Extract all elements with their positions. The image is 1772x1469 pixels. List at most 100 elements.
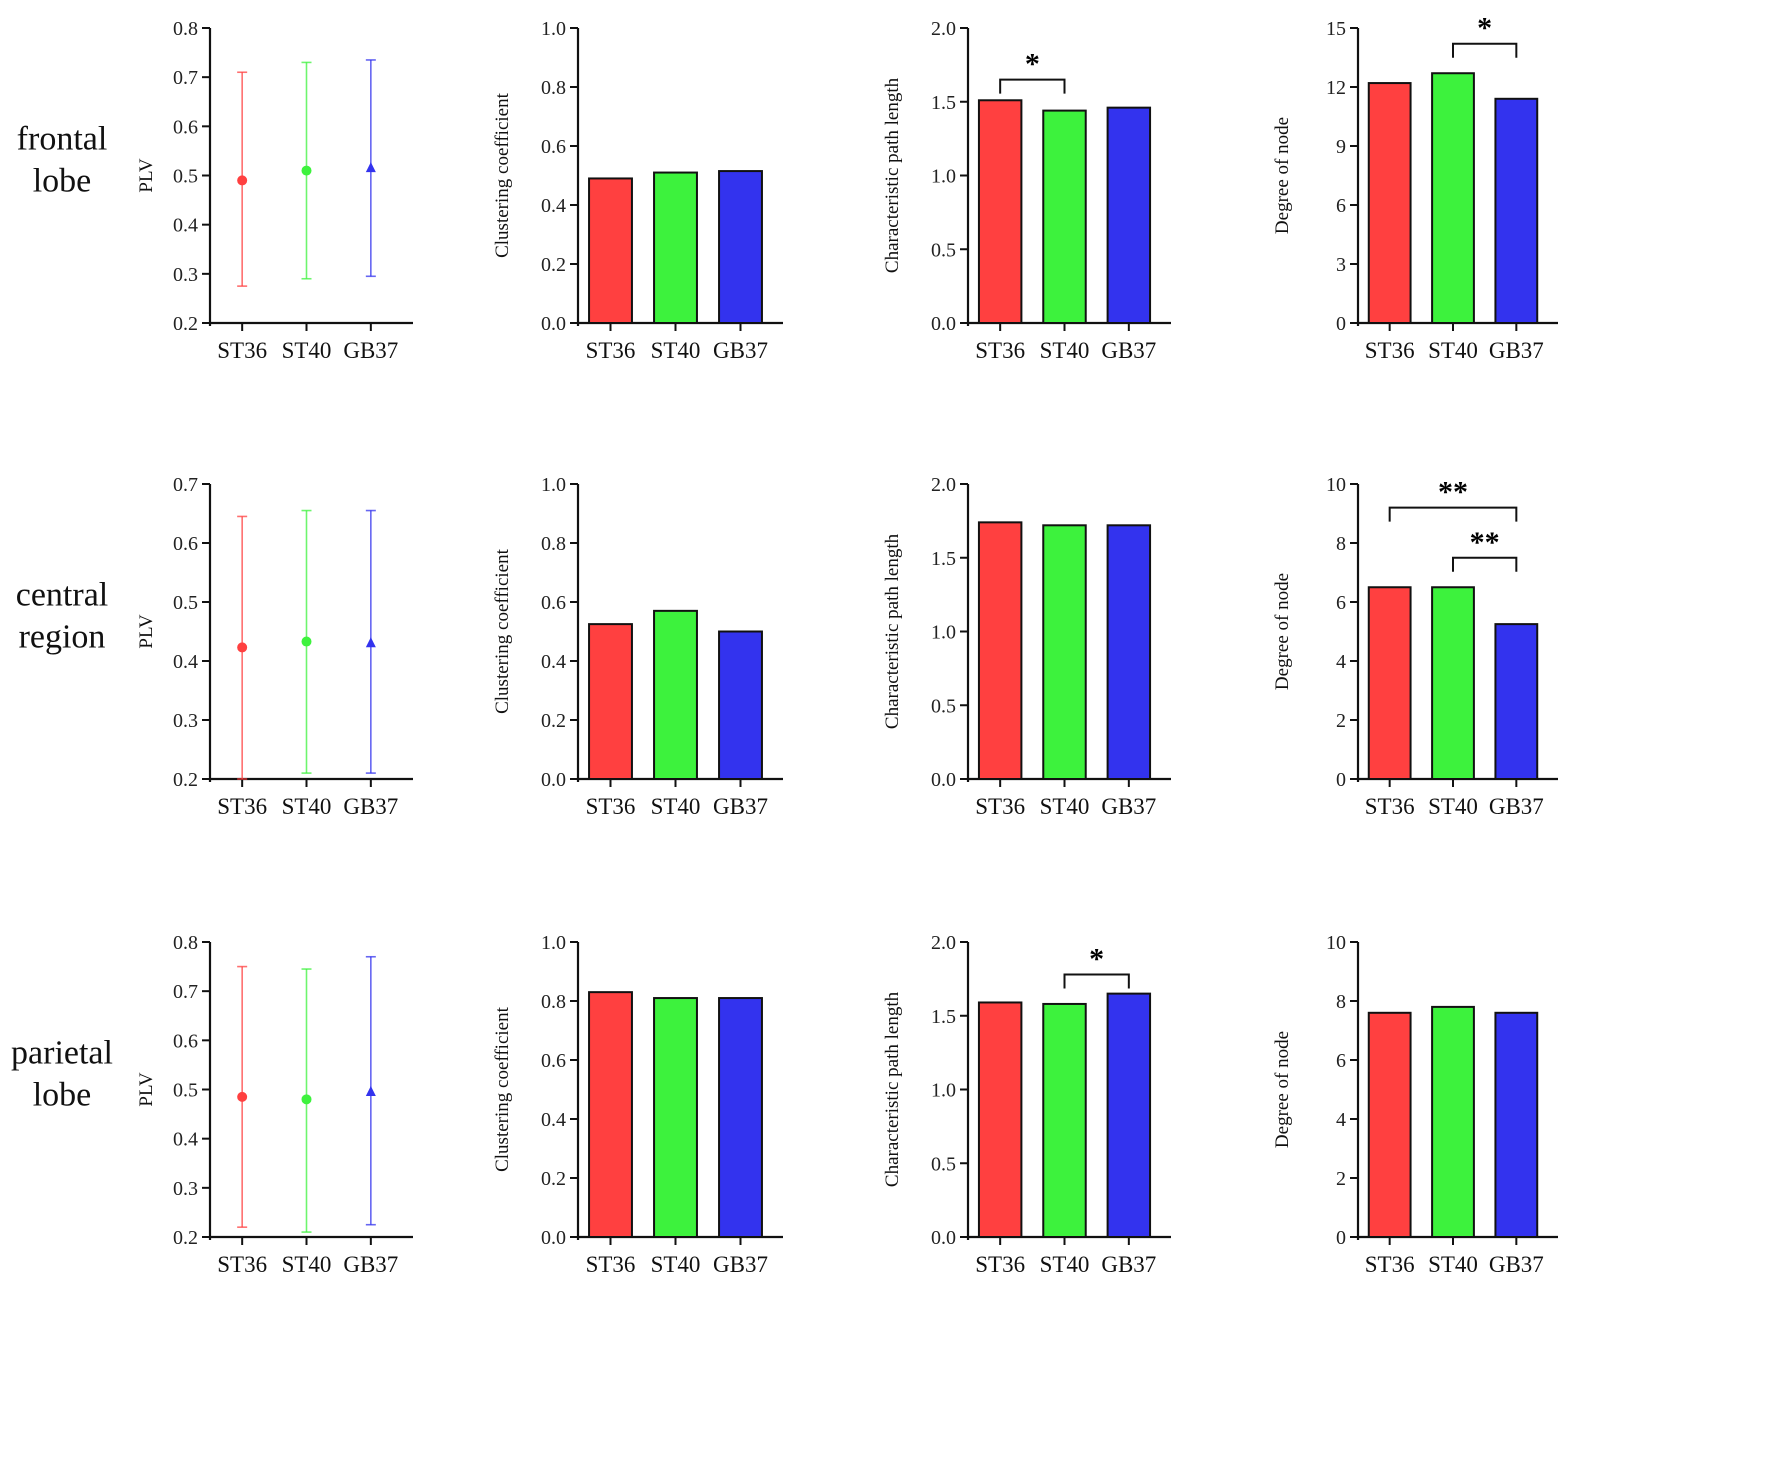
y-tick-label: 0.2 — [173, 769, 198, 791]
bar-gb37 — [1494, 1011, 1539, 1238]
x-tick-label: GB37 — [1489, 1252, 1544, 1277]
y-tick-label: 0.4 — [173, 651, 198, 673]
chart-r0-c2: 0.0 0.5 1.0 1.5 2.0 Characteristic path lengt… — [882, 18, 1171, 363]
x-tick-label: ST40 — [282, 1252, 332, 1277]
x-tick-label: ST36 — [1365, 1252, 1415, 1277]
bar-st40 — [653, 171, 698, 324]
y-axis-label: Clustering coefficient — [492, 548, 513, 714]
x-tick-label: GB37 — [1101, 1252, 1156, 1277]
x-tick-label: ST36 — [975, 794, 1025, 819]
y-tick-label: 1.5 — [931, 548, 956, 570]
bar-st36 — [977, 99, 1023, 325]
point-st36 — [237, 642, 248, 653]
y-axis-label: Characteristic path length — [882, 991, 903, 1187]
significance-bracket — [1388, 506, 1518, 522]
x-tick-label: GB37 — [1101, 338, 1156, 363]
significance-bracket — [1063, 973, 1130, 989]
significance-marker: ** — [1470, 526, 1500, 559]
x-tick-label: GB37 — [713, 1252, 768, 1277]
y-tick-label: 0 — [1336, 1227, 1346, 1249]
bar-st36 — [977, 1001, 1023, 1238]
y-tick-label: 0.4 — [541, 195, 566, 217]
chart-r2-c0: 0.2 0.3 0.4 0.5 0.6 0.7 0.8 PLV ST36 ST40 GB37 — [136, 932, 413, 1277]
row-label: lobe — [33, 163, 92, 200]
y-tick-label: 6 — [1336, 195, 1346, 217]
point-gb37 — [365, 637, 376, 648]
y-tick-label: 10 — [1326, 474, 1346, 496]
row-label: region — [19, 619, 106, 656]
x-tick-label: ST36 — [975, 1252, 1025, 1277]
x-tick-label: GB37 — [343, 1252, 398, 1277]
x-tick-label: ST36 — [586, 1252, 636, 1277]
bar-gb37 — [718, 997, 763, 1238]
x-tick-label: GB37 — [713, 794, 768, 819]
y-tick-label: 0.5 — [173, 1080, 198, 1102]
row-label: lobe — [33, 1077, 92, 1114]
point-st40 — [301, 1094, 312, 1105]
point-st36 — [237, 1091, 248, 1102]
y-tick-label: 0.7 — [173, 67, 198, 89]
y-tick-label: 0.8 — [173, 932, 198, 954]
x-tick-label: GB37 — [713, 338, 768, 363]
x-tick-label: ST40 — [651, 1252, 701, 1277]
y-tick-label: 0.7 — [173, 981, 198, 1003]
y-tick-label: 2.0 — [931, 932, 956, 954]
x-tick-label: GB37 — [343, 338, 398, 363]
significance-marker: * — [1089, 942, 1104, 975]
bar-gb37 — [1494, 97, 1539, 324]
y-tick-label: 9 — [1336, 136, 1346, 158]
chart-r0-c1: 0.0 0.2 0.4 0.6 0.8 1.0 Clustering coefficient… — [492, 18, 783, 363]
y-axis-label: Characteristic path length — [882, 77, 903, 273]
x-tick-label: ST40 — [1040, 1252, 1090, 1277]
y-tick-label: 1.5 — [931, 1006, 956, 1028]
row-2: parietal lobe 0.2 0.3 0.4 0.5 0.6 0.7 0.8 PLV ST36… — [11, 932, 1558, 1277]
y-tick-label: 10 — [1326, 932, 1346, 954]
y-tick-label: 12 — [1326, 77, 1346, 99]
y-tick-label: 0.3 — [173, 264, 198, 286]
x-tick-label: ST36 — [975, 338, 1025, 363]
y-tick-label: 0.6 — [173, 1030, 198, 1052]
y-tick-label: 6 — [1336, 592, 1346, 614]
chart-r1-c0: 0.2 0.3 0.4 0.5 0.6 0.7 PLV ST36 ST40 GB37 — [136, 474, 413, 819]
y-tick-label: 0.0 — [931, 769, 956, 791]
significance-bracket — [1452, 556, 1518, 572]
y-tick-label: 0.8 — [541, 533, 566, 555]
x-tick-label: ST40 — [1040, 794, 1090, 819]
x-tick-label: GB37 — [1101, 794, 1156, 819]
y-tick-label: 0.6 — [541, 592, 566, 614]
x-tick-label: ST40 — [282, 338, 332, 363]
x-tick-label: ST36 — [586, 794, 636, 819]
x-tick-label: GB37 — [1489, 794, 1544, 819]
y-tick-label: 0.2 — [173, 313, 198, 335]
x-tick-label: ST36 — [586, 338, 636, 363]
y-tick-label: 15 — [1326, 18, 1346, 40]
x-tick-label: GB37 — [1489, 338, 1544, 363]
bar-st40 — [1431, 1005, 1475, 1239]
bar-gb37 — [1106, 992, 1152, 1238]
chart-r2-c1: 0.0 0.2 0.4 0.6 0.8 1.0 Clustering coefficient… — [492, 932, 783, 1277]
significance-marker: * — [1477, 12, 1492, 45]
point-gb37 — [365, 1085, 376, 1096]
y-tick-label: 0.5 — [931, 1153, 956, 1175]
row-label: central — [16, 577, 109, 614]
y-tick-label: 1.0 — [931, 622, 956, 644]
y-tick-label: 0.8 — [173, 18, 198, 40]
y-tick-label: 0.4 — [173, 215, 198, 237]
row-1: central region 0.2 0.3 0.4 0.5 0.6 0.7 PLV ST36 ST… — [16, 474, 1558, 819]
bar-st36 — [588, 177, 633, 324]
y-tick-label: 6 — [1336, 1050, 1346, 1072]
y-tick-label: 0.0 — [541, 769, 566, 791]
y-tick-label: 0.5 — [931, 695, 956, 717]
y-tick-label: 2 — [1336, 710, 1346, 732]
y-tick-label: 2 — [1336, 1168, 1346, 1190]
bar-gb37 — [718, 630, 763, 780]
y-tick-label: 1.0 — [541, 18, 566, 40]
y-tick-label: 0.6 — [173, 116, 198, 138]
bar-st36 — [588, 623, 633, 780]
y-tick-label: 0.5 — [931, 239, 956, 261]
y-tick-label: 4 — [1336, 1109, 1346, 1131]
y-tick-label: 0.0 — [541, 1227, 566, 1249]
bar-st36 — [1367, 586, 1412, 780]
chart-r0-c0: 0.2 0.3 0.4 0.5 0.6 0.7 0.8 PLV ST36 ST40 GB37 — [136, 18, 413, 363]
